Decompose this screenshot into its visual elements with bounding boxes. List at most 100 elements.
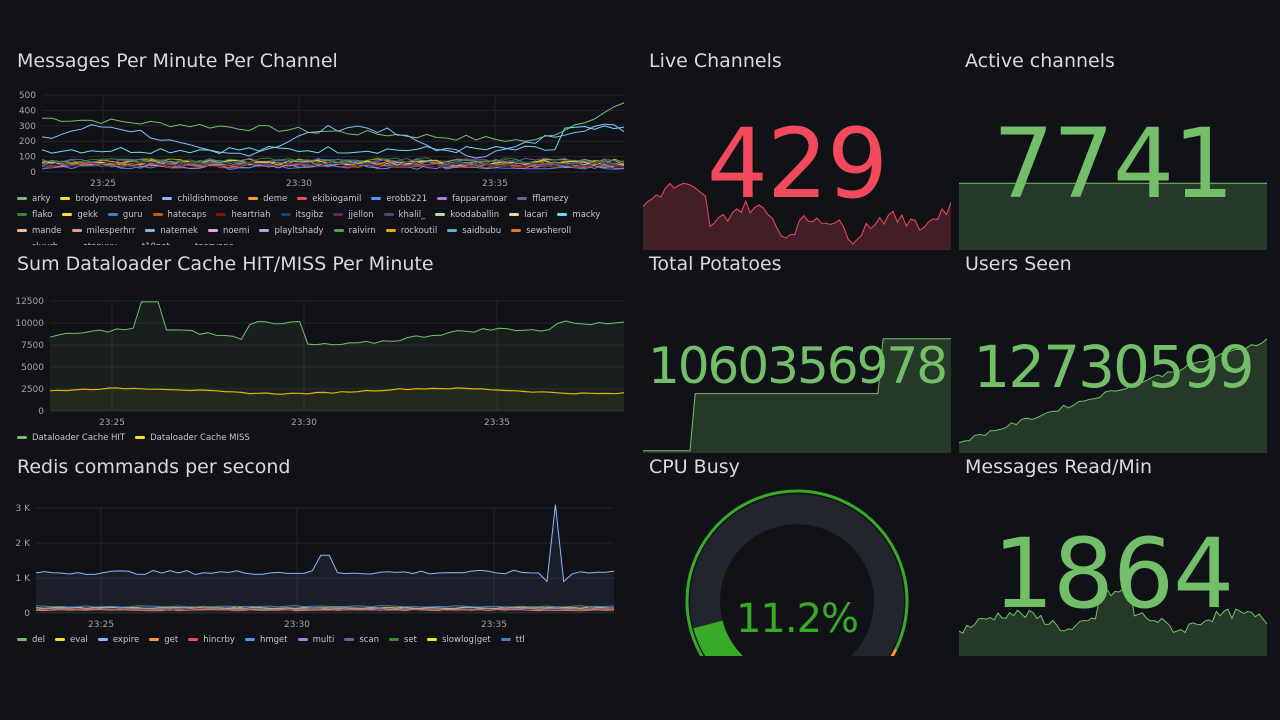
legend-item[interactable]: macky — [557, 207, 600, 223]
legend-item[interactable]: natemek — [145, 223, 198, 239]
legend-swatch — [511, 229, 522, 232]
legend-swatch — [437, 197, 448, 200]
y-tick-label: 500 — [19, 91, 36, 101]
y-tick-label: 7500 — [21, 341, 44, 351]
legend-item[interactable]: eval — [55, 632, 88, 648]
series-line — [35, 607, 615, 610]
panel-title[interactable]: Messages Read/Min — [965, 456, 1153, 478]
series-area — [36, 504, 614, 613]
legend-item[interactable]: mande — [17, 223, 62, 239]
legend-item[interactable]: Dataloader Cache HIT — [17, 430, 125, 446]
legend-item[interactable]: scan — [344, 632, 379, 648]
legend-swatch — [207, 229, 218, 232]
legend-label: playltshady — [274, 226, 324, 236]
panel-title[interactable]: Redis commands per second — [17, 456, 291, 478]
panel-title[interactable]: Users Seen — [965, 253, 1072, 275]
legend-item[interactable]: stanyyy — [68, 239, 116, 245]
legend-item[interactable]: ttl — [500, 632, 525, 648]
y-tick-label: 2 K — [16, 539, 32, 549]
legend-swatch — [244, 638, 255, 641]
legend-item[interactable]: multi — [297, 632, 334, 648]
legend-item[interactable]: deme — [248, 191, 287, 207]
legend-item[interactable]: brodymostwanted — [60, 191, 152, 207]
legend-item[interactable]: noemi — [207, 223, 249, 239]
panel-title[interactable]: CPU Busy — [649, 456, 740, 478]
legend-item[interactable]: jjellon — [333, 207, 374, 223]
legend-item[interactable]: slowlog|get — [427, 632, 491, 648]
legend-label: scan — [359, 635, 380, 645]
sparkline-line — [959, 338, 1267, 444]
legend-item[interactable]: hatecaps — [152, 207, 207, 223]
legend-item[interactable]: guru — [107, 207, 143, 223]
legend-item[interactable]: heartriah — [216, 207, 271, 223]
legend-label: macky — [572, 210, 601, 220]
legend-label: hincrby — [203, 635, 235, 645]
legend-swatch — [371, 197, 382, 200]
y-tick-label: 400 — [19, 106, 36, 116]
legend-item[interactable]: expire — [97, 632, 139, 648]
series-line — [49, 301, 625, 346]
legend-item[interactable]: arky — [17, 191, 50, 207]
legend-swatch — [55, 638, 65, 641]
legend-item[interactable]: khalil_ — [383, 207, 425, 223]
legend-label: gekk — [77, 210, 98, 220]
legend-swatch — [447, 229, 458, 232]
legend-item[interactable]: hmget — [244, 632, 288, 648]
legend-item[interactable]: itsgibz — [280, 207, 323, 223]
sparkline-area — [643, 183, 951, 250]
panel-title[interactable]: Sum Dataloader Cache HIT/MISS Per Minute — [17, 253, 434, 275]
panel-title[interactable]: Total Potatoes — [649, 253, 782, 275]
gauge-threshold-orange — [890, 648, 898, 656]
legend-item[interactable]: fapparamoar — [437, 191, 507, 207]
redis-commands-chart[interactable]: 3 K 2 K 1 K 0 23:25 23:30 23:35 — [0, 492, 640, 632]
legend-item[interactable]: ekibiogamil — [297, 191, 361, 207]
legend-item[interactable]: del — [17, 632, 45, 648]
sparkline-line — [959, 588, 1267, 634]
panel-title[interactable]: Messages Per Minute Per Channel — [17, 50, 338, 72]
legend-item[interactable]: sluurh — [17, 239, 58, 245]
legend-item[interactable]: lacari — [509, 207, 547, 223]
panel-total-potatoes: Total Potatoes 1060356978 — [643, 253, 951, 453]
legend-label: natemek — [160, 226, 198, 236]
legend-swatch — [152, 213, 163, 216]
legend-item[interactable]: playltshady — [259, 223, 324, 239]
legend-item[interactable]: raivirn — [333, 223, 376, 239]
x-tick-label: 23:30 — [284, 620, 310, 630]
chart-legend: del eval expire get hincrby hmget multi scan set… — [17, 632, 617, 650]
dataloader-cache-chart[interactable]: 12500 10000 7500 5000 2500 0 23:25 23:30 23:35 — [0, 289, 640, 435]
legend-item[interactable]: hincrby — [188, 632, 235, 648]
legend-item[interactable]: milesperhrr — [71, 223, 135, 239]
series-area — [50, 301, 624, 411]
legend-label: Dataloader Cache HIT — [32, 433, 126, 443]
legend-item[interactable]: flako — [17, 207, 52, 223]
legend-item[interactable]: gekk — [62, 207, 98, 223]
gauge-track — [690, 494, 904, 656]
legend-swatch — [17, 436, 27, 439]
legend-item[interactable]: rockoutil — [385, 223, 438, 239]
legend-label: arky — [32, 194, 51, 204]
legend-label: teezyana — [195, 242, 234, 245]
legend-item[interactable]: set — [389, 632, 417, 648]
legend-item[interactable]: saidbubu — [447, 223, 501, 239]
legend-item[interactable]: t10nat — [127, 239, 170, 245]
legend-item[interactable]: fflamezy — [517, 191, 569, 207]
legend-item[interactable]: Dataloader Cache MISS — [135, 430, 250, 446]
legend-item[interactable]: childishmoose — [162, 191, 238, 207]
legend-item[interactable]: koodaballin — [435, 207, 499, 223]
legend-item[interactable]: erobb221 — [371, 191, 427, 207]
messages-per-minute-chart[interactable]: 500 400 300 200 100 0 23:25 23:30 23:35 — [0, 86, 640, 226]
legend-swatch — [107, 213, 118, 216]
legend-item[interactable]: teezyana — [180, 239, 234, 245]
series-line — [42, 102, 625, 142]
legend-label: Dataloader Cache MISS — [150, 433, 250, 443]
legend-label: rockoutil — [400, 226, 438, 236]
legend-swatch — [557, 213, 568, 216]
legend-label: hatecaps — [167, 210, 207, 220]
legend-item[interactable]: get — [149, 632, 178, 648]
stat-value: 1060356978 — [647, 337, 948, 395]
legend-item[interactable]: sewsheroll — [511, 223, 571, 239]
x-tick-label: 23:30 — [291, 418, 317, 428]
panel-title[interactable]: Live Channels — [649, 50, 782, 72]
total-potatoes-sparkline — [643, 338, 951, 453]
panel-title[interactable]: Active channels — [965, 50, 1115, 72]
